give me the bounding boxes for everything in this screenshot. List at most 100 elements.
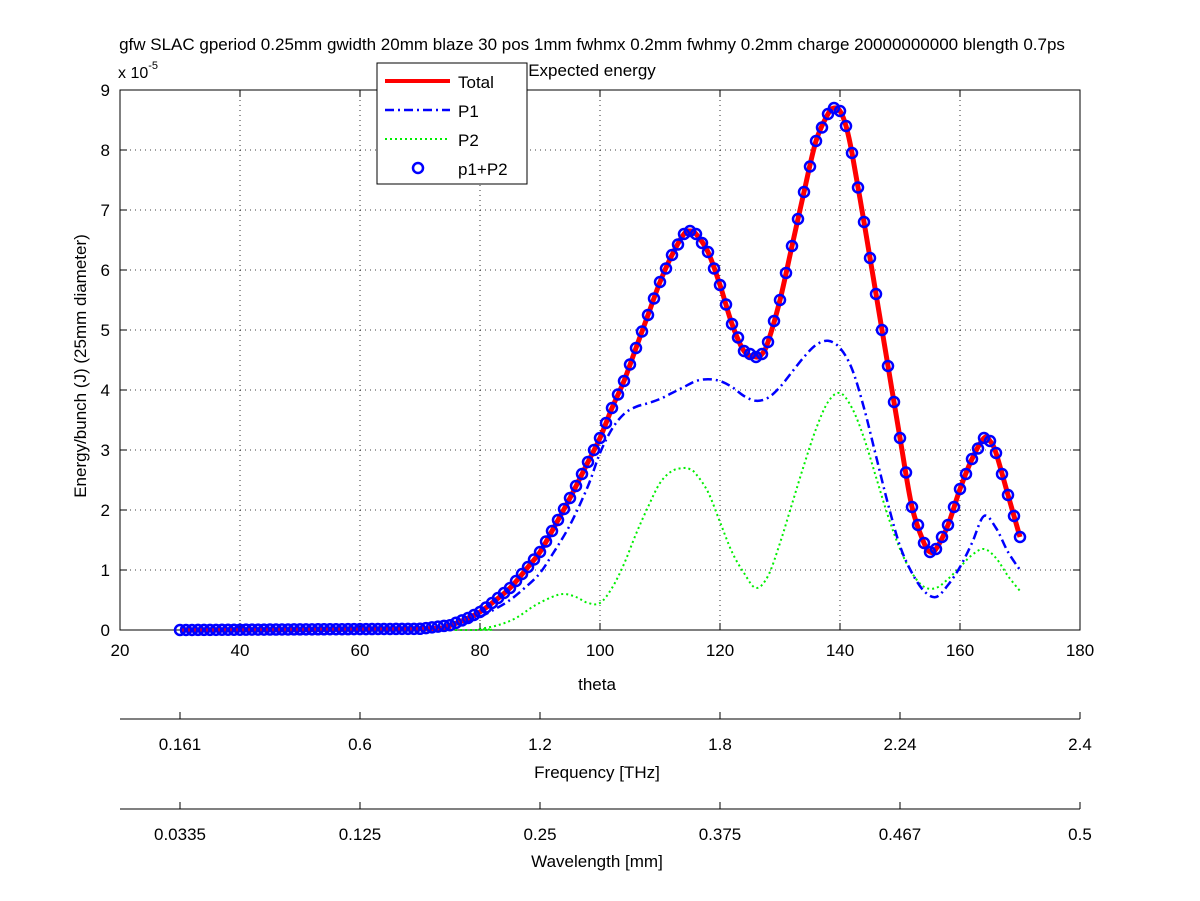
x-tick-label: 120: [706, 641, 734, 660]
marker-p1p2: [527, 553, 541, 566]
marker-p1p2: [731, 331, 745, 344]
marker-p1p2: [827, 101, 841, 115]
marker-p1p2: [761, 335, 775, 349]
marker-p1p2: [941, 518, 955, 532]
y-axis-ticks: 0 1 2 3 4 5 6 7 8 9: [101, 81, 1080, 640]
marker-p1p2: [437, 619, 451, 633]
marker-p1p2: [785, 239, 799, 253]
y-tick-label: 8: [101, 141, 110, 160]
wavelength-tick-label: 0.467: [879, 825, 922, 844]
marker-p1p2: [809, 134, 823, 148]
marker-p1p2: [989, 446, 1003, 460]
marker-p1p2: [383, 622, 397, 636]
marker-p1p2: [629, 341, 643, 355]
marker-p1p2: [755, 347, 769, 361]
marker-p1p2: [569, 479, 583, 493]
marker-p1p2: [875, 323, 889, 337]
marker-p1p2: [317, 623, 331, 636]
y-tick-label: 6: [101, 261, 110, 280]
marker-p1p2: [665, 248, 679, 262]
marker-p1p2: [179, 623, 193, 637]
marker-p1p2: [971, 442, 985, 455]
marker-p1p2: [443, 618, 457, 632]
marker-p1p2: [701, 245, 715, 259]
marker-p1p2: [869, 287, 883, 301]
marker-p1p2: [581, 455, 595, 469]
legend-label-markers: p1+P2: [458, 160, 508, 179]
marker-p1p2: [935, 530, 949, 544]
frequency-axis-label: Frequency [THz]: [534, 763, 660, 782]
marker-p1p2: [221, 623, 235, 637]
x-axis-label: theta: [578, 675, 616, 694]
legend-label-p2: P2: [458, 131, 479, 150]
frequency-tick-label: 2.4: [1068, 735, 1092, 754]
y-exponent-label: x 10-5: [118, 60, 158, 82]
marker-p1p2: [707, 262, 721, 275]
x-tick-label: 40: [231, 641, 250, 660]
chart-title-line1: gfw SLAC gperiod 0.25mm gwidth 20mm blaz…: [119, 35, 1065, 54]
marker-p1p2: [833, 104, 847, 118]
marker-p1p2: [1001, 488, 1015, 502]
frequency-tick-label: 0.161: [159, 735, 202, 754]
marker-p1p2: [395, 622, 409, 636]
marker-p1p2: [227, 623, 241, 636]
y-tick-label: 3: [101, 441, 110, 460]
marker-p1p2: [893, 431, 907, 445]
marker-p1p2: [611, 388, 625, 401]
x-tick-label: 20: [111, 641, 130, 660]
marker-p1p2: [641, 308, 655, 322]
marker-p1p2: [269, 623, 283, 636]
marker-p1p2: [293, 623, 307, 636]
marker-p1p2: [419, 621, 433, 635]
marker-p1p2: [335, 622, 349, 636]
marker-p1p2: [803, 160, 817, 173]
marker-p1p2: [599, 416, 613, 430]
marker-p1p2: [839, 119, 853, 133]
marker-p1p2: [203, 623, 217, 637]
marker-p1p2: [863, 251, 877, 265]
series-line-p2: [179, 391, 1021, 632]
y-exponent-base: x 10: [118, 65, 148, 82]
frequency-axis: 0.161 0.6 1.2 1.8 2.24 2.4: [120, 712, 1092, 754]
marker-p1p2: [275, 623, 289, 636]
marker-p1p2: [743, 347, 757, 361]
marker-p1p2: [587, 443, 601, 457]
marker-p1p2: [425, 621, 439, 634]
marker-p1p2: [773, 293, 787, 307]
y-tick-label: 2: [101, 501, 110, 520]
marker-p1p2: [929, 542, 943, 556]
x-tick-label: 160: [946, 641, 974, 660]
marker-p1p2: [815, 121, 829, 134]
legend-label-p1: P1: [458, 102, 479, 121]
marker-p1p2: [725, 317, 739, 331]
marker-p1p2: [899, 466, 913, 479]
marker-p1p2: [461, 611, 475, 625]
marker-p1p2: [209, 623, 223, 637]
y-tick-label: 7: [101, 201, 110, 220]
marker-p1p2: [533, 545, 547, 559]
marker-p1p2: [881, 359, 895, 373]
marker-p1p2: [953, 482, 967, 496]
marker-p1p2: [713, 278, 727, 292]
marker-p1p2: [623, 358, 637, 371]
x-axis-ticks: 20 40 60 80 100 120 140 160 180: [111, 90, 1094, 660]
y-tick-label: 1: [101, 561, 110, 580]
marker-p1p2: [857, 215, 871, 229]
wavelength-tick-label: 0.125: [339, 825, 382, 844]
marker-p1p2: [1013, 530, 1027, 544]
marker-p1p2: [521, 560, 535, 574]
marker-p1p2: [245, 623, 259, 636]
y-tick-label: 0: [101, 621, 110, 640]
x-tick-label: 80: [471, 641, 490, 660]
wavelength-tick-label: 0.25: [523, 825, 556, 844]
frequency-tick-label: 1.2: [528, 735, 552, 754]
marker-p1p2: [983, 434, 997, 448]
marker-p1p2: [845, 146, 859, 160]
series-line-p1: [179, 339, 1022, 632]
marker-p1p2: [557, 502, 571, 516]
marker-p1p2: [389, 622, 403, 636]
marker-p1p2: [371, 622, 385, 636]
marker-p1p2: [995, 467, 1009, 481]
frequency-tick-label: 0.6: [348, 735, 372, 754]
marker-p1p2: [791, 212, 805, 226]
